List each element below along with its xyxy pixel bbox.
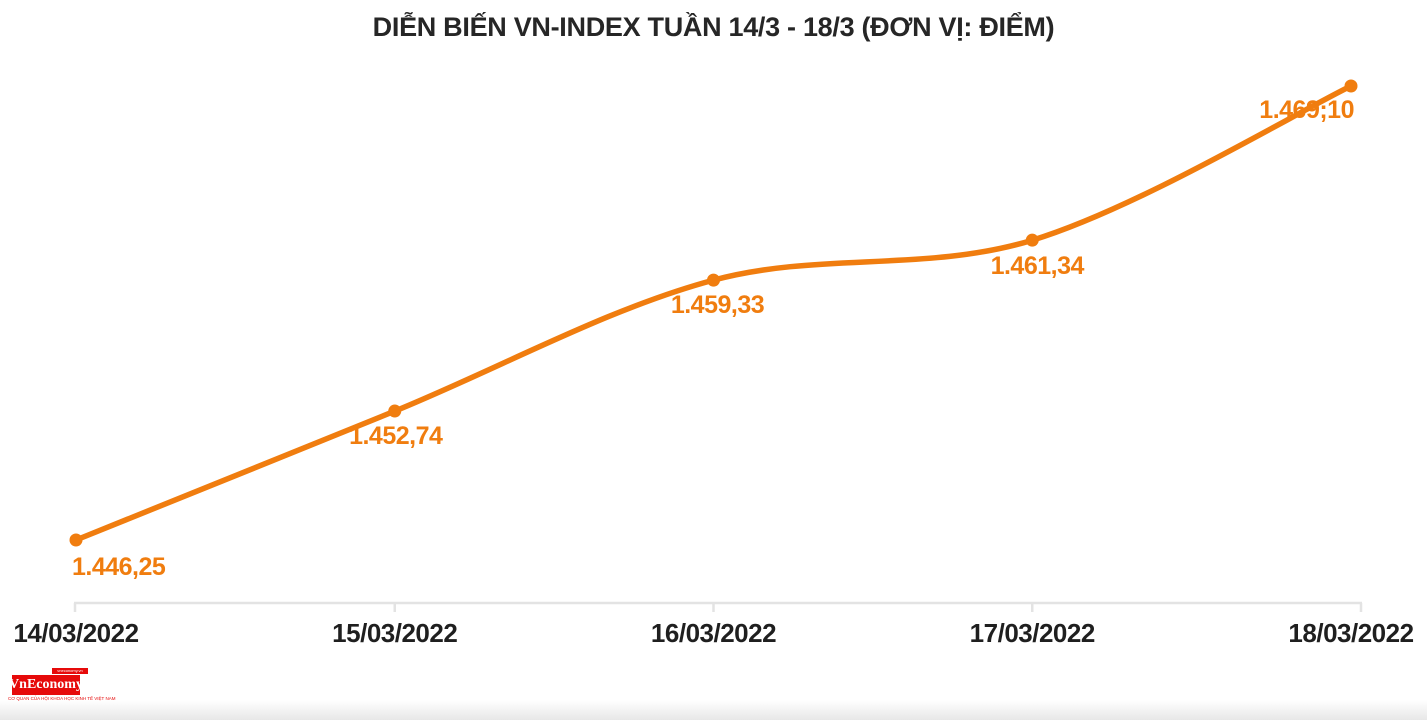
x-axis-label: 18/03/2022 (1288, 618, 1413, 648)
bottom-gradient-band (0, 700, 1427, 720)
x-axis-label: 15/03/2022 (332, 618, 457, 648)
logo-wordmark-box: VnEconomy (9, 675, 83, 695)
data-point-label: 1.446,25 (72, 553, 166, 581)
logo-wordmark: VnEconomy (9, 677, 83, 692)
logo-top-tagline: vneconomy.vn (52, 668, 88, 674)
x-axis-label: 14/03/2022 (13, 618, 138, 648)
x-axis-label: 17/03/2022 (970, 618, 1095, 648)
data-point-label: 1.469;10 (1259, 96, 1354, 124)
data-point-label: 1.459,33 (671, 291, 764, 319)
x-axis-label: 16/03/2022 (651, 618, 776, 648)
chart-title: DIỄN BIẾN VN-INDEX TUẦN 14/3 - 18/3 (ĐƠN… (372, 12, 1055, 42)
data-point-label: 1.452,74 (349, 422, 443, 450)
data-point (1344, 79, 1358, 93)
data-point-label: 1.461,34 (991, 252, 1085, 280)
data-point (388, 404, 402, 418)
vneconomy-logo: vneconomy.vn VnEconomy CƠ QUAN CỦA HỘI K… (8, 668, 116, 701)
logo-bottom-tagline: CƠ QUAN CỦA HỘI KHOA HỌC KINH TẾ VIỆT NA… (8, 696, 116, 701)
data-point (1025, 233, 1039, 247)
data-point (707, 273, 720, 287)
data-point (69, 533, 83, 547)
